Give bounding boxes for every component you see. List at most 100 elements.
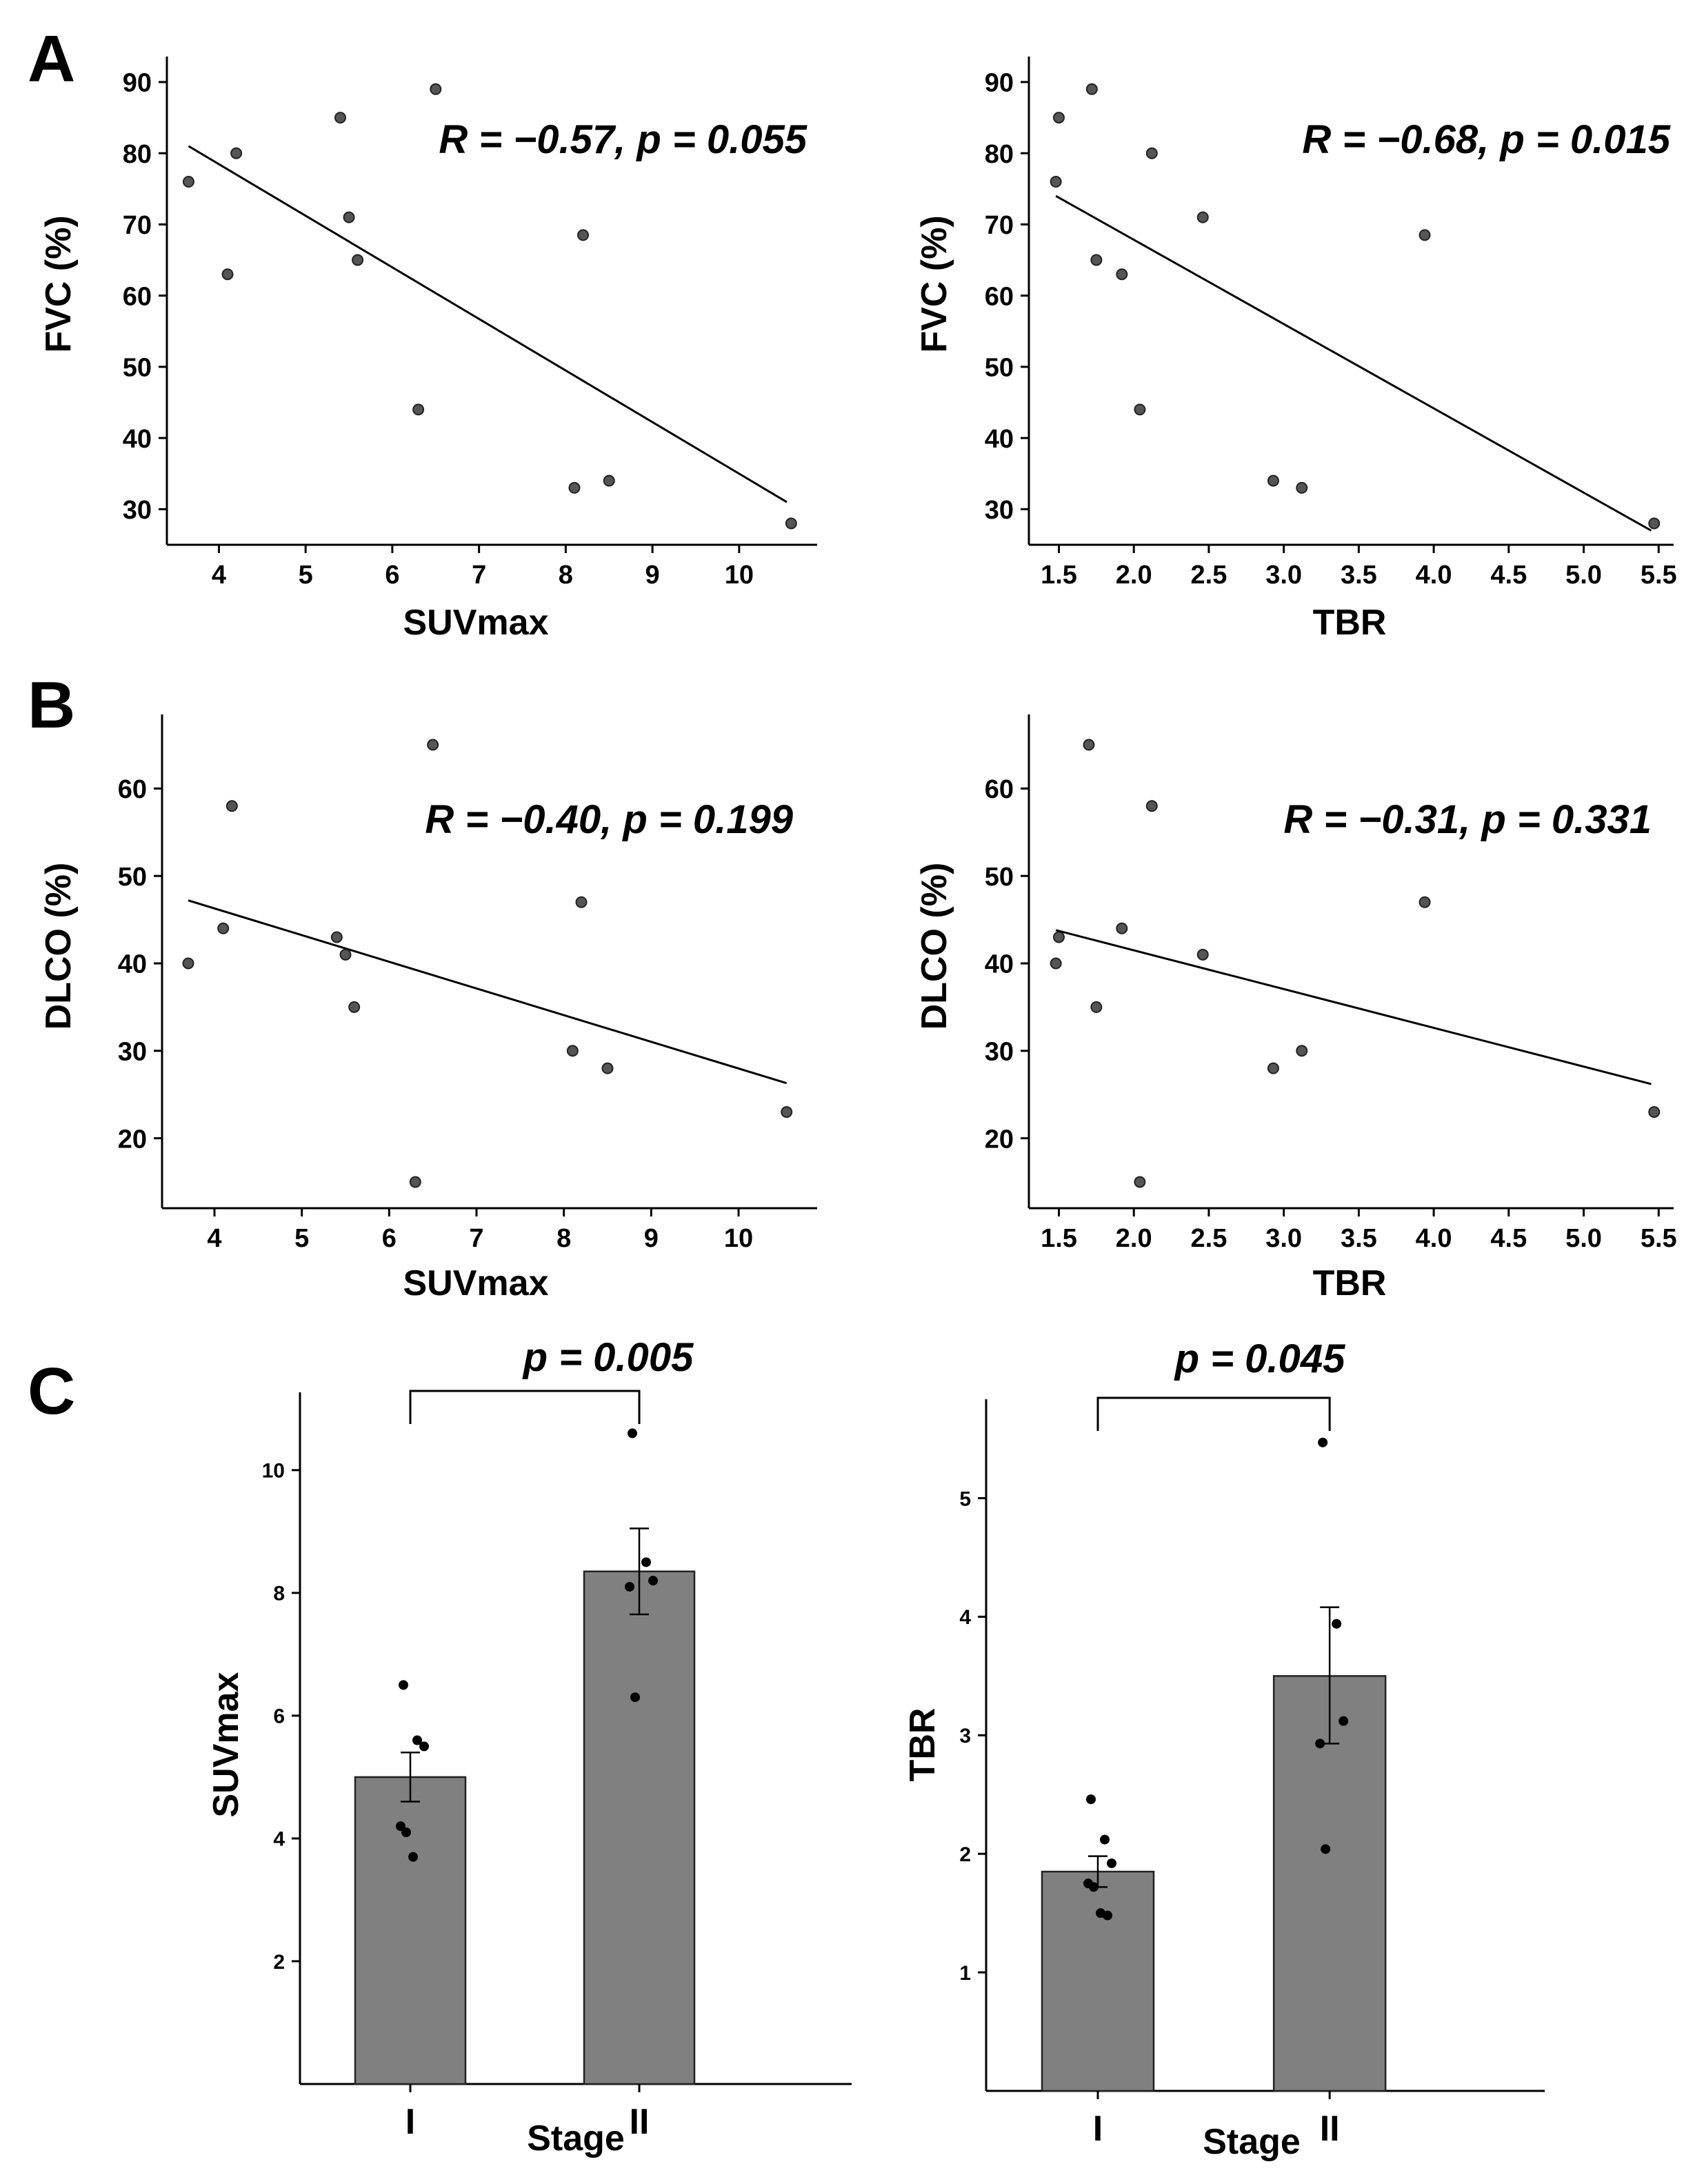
data-point [1050, 176, 1062, 188]
y-tick-label: 10 [262, 1460, 285, 1483]
data-point [1267, 474, 1279, 487]
panel-label-c: C [28, 1354, 75, 1428]
chart-4: 20 30 40 50 60 TBR DLCO (%) 1.5 2.0 2.5 3.0 3.5 4.0 4… [914, 714, 1677, 1303]
data-point [785, 517, 797, 530]
category-label: II [630, 2102, 650, 2142]
data-point [348, 1001, 361, 1013]
x-tick-label: 5.5 [1641, 561, 1677, 590]
y-tick-label: 60 [985, 282, 1014, 311]
x-axis-label: SUVmax [403, 603, 549, 643]
data-point [330, 931, 343, 943]
significance-bracket [1096, 1396, 1331, 1431]
x-tick-label: 6 [385, 561, 399, 590]
y-tick-label: 50 [985, 354, 1014, 383]
correlation-annotation: R = −0.31, p = 0.331 [1283, 797, 1652, 842]
data-point [334, 112, 346, 124]
y-tick-label: 3 [959, 1725, 971, 1747]
y-tick-label: 50 [985, 863, 1014, 892]
x-tick-label: 3.5 [1341, 1224, 1377, 1253]
y-tick-label: 30 [123, 496, 152, 525]
data-point [343, 211, 355, 223]
category-label: II [1320, 2109, 1340, 2149]
data-point [182, 176, 194, 188]
y-axis-label: SUVmax [206, 1672, 246, 1817]
x-tick-label: 6 [382, 1224, 397, 1253]
y-tick-label: 90 [123, 69, 152, 98]
x-tick-label: 3.0 [1265, 561, 1302, 590]
y-tick-label: 60 [985, 775, 1014, 804]
x-tick-label: 10 [724, 1224, 753, 1253]
x-tick-label: 4 [212, 561, 226, 590]
y-tick-label: 20 [118, 1125, 147, 1154]
x-tick-label: 10 [725, 561, 754, 590]
data-point [1116, 922, 1128, 934]
data-point [339, 948, 352, 961]
x-tick-label: 9 [645, 561, 660, 590]
y-tick-label: 4 [959, 1606, 971, 1629]
data-point [1083, 739, 1095, 751]
data-point [1086, 1794, 1096, 1805]
y-tick-label: 90 [985, 69, 1014, 98]
data-point [419, 1741, 429, 1752]
significance-bracket [409, 1390, 641, 1424]
data-point [1134, 403, 1146, 416]
data-point [412, 403, 425, 416]
y-tick-label: 80 [123, 140, 152, 169]
y-tick-label: 2 [959, 1843, 971, 1866]
y-tick-label: 80 [985, 140, 1014, 169]
x-tick-label: 5.5 [1641, 1224, 1677, 1253]
data-point [1103, 1910, 1112, 1921]
data-point [430, 83, 442, 95]
bar [583, 1570, 696, 2085]
x-tick-label: 3.5 [1341, 561, 1377, 590]
data-point [566, 1045, 579, 1057]
data-point [1089, 1882, 1099, 1892]
x-tick-label: 5 [294, 1224, 309, 1253]
y-tick-label: 6 [273, 1705, 285, 1728]
y-tick-label: 60 [118, 775, 147, 804]
x-tick-label: 5.0 [1565, 1224, 1602, 1253]
bar [1272, 1675, 1387, 2092]
panel-label-b: B [28, 668, 75, 742]
y-axis-label: TBR [903, 1708, 943, 1782]
data-point [1145, 147, 1158, 159]
data-point [1107, 1858, 1116, 1868]
data-point [568, 481, 581, 494]
y-tick-label: 2 [273, 1951, 285, 1974]
x-tick-label: 5 [299, 561, 313, 590]
data-point [230, 147, 243, 159]
x-axis-label: SUVmax [403, 1263, 549, 1303]
data-point [628, 1428, 637, 1439]
x-tick-label: 7 [472, 561, 486, 590]
category-label: I [405, 2102, 415, 2142]
x-axis-label: TBR [1313, 603, 1387, 643]
data-point [1648, 1106, 1661, 1119]
y-tick-label: 8 [273, 1583, 285, 1605]
y-axis-label: DLCO (%) [914, 863, 954, 1030]
data-point [1052, 931, 1065, 943]
correlation-annotation: R = −0.40, p = 0.199 [425, 797, 793, 842]
x-tick-label: 4 [207, 1224, 221, 1253]
regression-line [1055, 194, 1652, 532]
chart-3: 20 30 40 50 60 SUVmax DLCO (%) 4 5 6 7 8 9 10 R = −0.4… [39, 714, 817, 1303]
data-point [1196, 948, 1209, 961]
y-tick-label: 5 [959, 1487, 971, 1510]
x-tick-label: 2.0 [1116, 561, 1152, 590]
data-point [409, 1176, 421, 1188]
x-tick-label: 4.0 [1416, 561, 1452, 590]
y-tick-label: 1 [959, 1962, 971, 1985]
x-tick-label: 4.0 [1416, 1224, 1452, 1253]
bar [1041, 1870, 1155, 2092]
data-point [781, 1106, 793, 1119]
y-tick-label: 40 [985, 425, 1014, 454]
p-value-annotation: p = 0.045 [1174, 1336, 1345, 1381]
y-tick-label: 50 [118, 863, 147, 892]
data-point [1321, 1844, 1331, 1854]
data-point [1085, 83, 1098, 95]
data-point [1332, 1619, 1342, 1629]
bar [354, 1776, 467, 2085]
x-tick-label: 1.5 [1041, 561, 1077, 590]
data-point [603, 474, 615, 487]
